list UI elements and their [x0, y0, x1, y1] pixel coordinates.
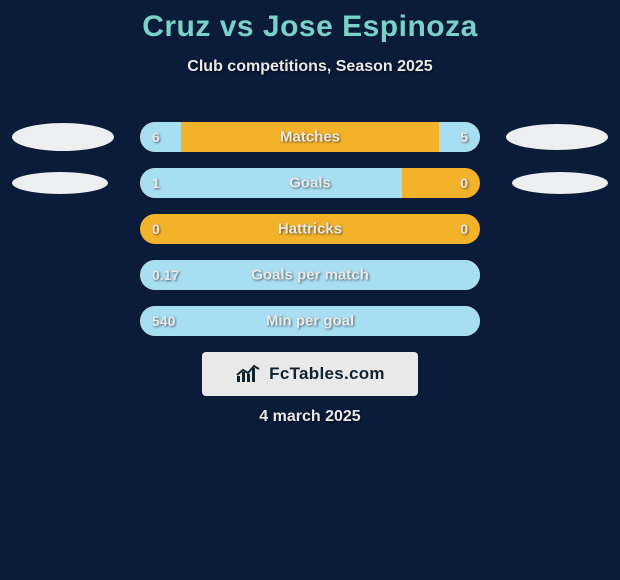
player-portrait-right	[506, 124, 608, 150]
stat-row: 0 Hattricks 0	[140, 214, 480, 244]
stat-row: 0.17 Goals per match	[140, 260, 480, 290]
stat-row: 540 Min per goal	[140, 306, 480, 336]
stat-label: Min per goal	[266, 313, 354, 330]
brand-badge[interactable]: FcTables.com	[202, 352, 418, 396]
player-portrait-right	[512, 172, 608, 194]
player-portrait-left	[12, 172, 108, 194]
stat-value-left: 540	[152, 313, 175, 329]
stat-value-left: 0	[152, 221, 160, 237]
stat-value-left: 0.17	[152, 267, 179, 283]
stat-value-right: 5	[460, 129, 468, 145]
stat-label: Hattricks	[278, 221, 342, 238]
stat-value-left: 1	[152, 175, 160, 191]
stat-fill-left	[140, 122, 181, 152]
stats-container: 6 Matches 5 1 Goals 0 0 Hattricks 0 0.17 Goals per…	[140, 122, 480, 352]
brand-text: FcTables.com	[269, 364, 385, 384]
player-portrait-left	[12, 123, 114, 151]
stat-value-right: 0	[460, 221, 468, 237]
subtitle: Club competitions, Season 2025	[0, 58, 620, 76]
stat-label: Goals	[289, 175, 331, 192]
chart-icon	[235, 364, 263, 384]
stat-value-left: 6	[152, 129, 160, 145]
stat-label: Matches	[280, 129, 340, 146]
stat-fill-left	[140, 168, 402, 198]
date-label: 4 march 2025	[259, 408, 360, 426]
stat-row: 6 Matches 5	[140, 122, 480, 152]
stat-label: Goals per match	[251, 267, 369, 284]
stat-row: 1 Goals 0	[140, 168, 480, 198]
page-title: Cruz vs Jose Espinoza	[0, 0, 620, 44]
comparison-card: Cruz vs Jose Espinoza Club competitions,…	[0, 0, 620, 580]
stat-value-right: 0	[460, 175, 468, 191]
